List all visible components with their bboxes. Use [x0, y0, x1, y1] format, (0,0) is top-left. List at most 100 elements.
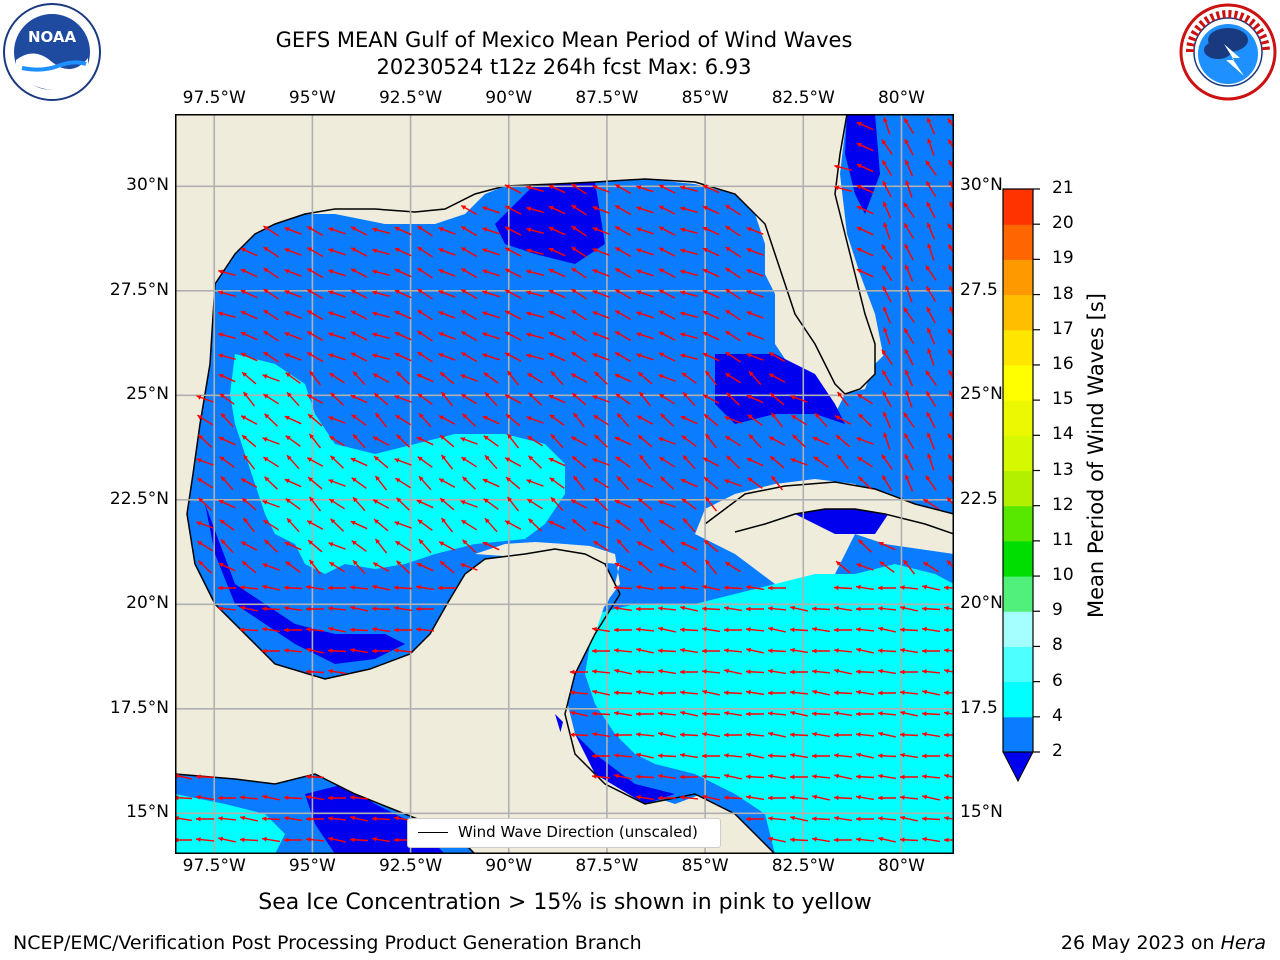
wave-direction-arrowhead	[658, 795, 663, 801]
wave-direction-arrowhead	[285, 498, 291, 504]
colorbar-tick-label: 6	[1052, 670, 1063, 691]
wave-direction-arrowhead	[680, 311, 686, 317]
lat-tick-label-left: 25°N	[126, 384, 169, 405]
colorbar-tick-label: 21	[1052, 178, 1074, 198]
wave-direction-arrowhead	[329, 562, 335, 567]
atlantic-water-region	[840, 114, 954, 509]
wave-direction-arrowhead	[306, 584, 311, 590]
wave-direction-arrowhead	[812, 606, 817, 612]
wave-direction-arrowhead	[372, 606, 377, 612]
wave-direction-arrowhead	[882, 265, 887, 271]
wave-direction-arrowhead	[615, 352, 621, 357]
wave-direction-arrowhead	[724, 795, 729, 801]
wave-direction-arrowhead	[702, 226, 708, 232]
wave-direction-arrowhead	[834, 837, 839, 843]
wave-direction-arrowhead	[680, 541, 686, 547]
wave-direction-arrowhead	[329, 436, 335, 441]
wave-direction-arrowhead	[947, 433, 953, 439]
wave-direction-arrowhead	[240, 289, 246, 295]
wave-direction-arrowhead	[948, 160, 953, 165]
wave-direction-arrowhead	[592, 248, 598, 253]
wave-direction-arrowhead	[309, 559, 314, 565]
wave-direction-arrowhead	[944, 837, 949, 843]
wave-direction-arrowhead	[905, 264, 910, 270]
wave-direction-arrowhead	[614, 499, 620, 505]
wave-direction-arrowhead	[658, 731, 663, 737]
wave-direction-arrowhead	[240, 627, 245, 633]
wave-direction-arrowhead	[704, 477, 709, 482]
wave-direction-arrowhead	[702, 774, 707, 779]
wave-direction-arrowhead	[526, 332, 532, 338]
lon-tick-label-bottom: 97.5°W	[182, 856, 246, 876]
wave-direction-arrowhead	[704, 414, 709, 419]
wave-direction-arrowhead	[948, 265, 953, 270]
wave-direction-arrowhead	[812, 711, 817, 717]
wave-direction-arrowhead	[482, 206, 488, 211]
wave-direction-arrowhead	[592, 395, 598, 400]
colorbar-tick-label: 20	[1052, 213, 1074, 234]
wave-direction-arrowhead	[482, 248, 488, 253]
wave-direction-arrowhead	[395, 541, 401, 546]
wave-direction-arrowhead	[746, 311, 752, 316]
wave-direction-arrowhead	[353, 371, 358, 377]
wave-direction-arrowhead	[856, 689, 861, 695]
wave-direction-arrowhead	[702, 689, 707, 695]
colorbar-tick-label: 8	[1052, 635, 1063, 656]
wave-direction-arrowhead	[284, 815, 289, 821]
wave-direction-arrowhead	[548, 247, 554, 253]
wave-direction-arrowhead	[372, 353, 378, 359]
wave-direction-arrowhead	[306, 774, 311, 780]
wave-direction-arrowhead	[724, 605, 729, 611]
wave-direction-arrowhead	[881, 349, 887, 355]
wave-direction-arrowhead	[724, 479, 730, 484]
wind-wave-direction-arrows	[175, 117, 954, 843]
wave-direction-arrowhead	[284, 290, 290, 295]
wave-direction-arrowhead	[882, 370, 887, 376]
wave-direction-arrowhead	[680, 752, 685, 758]
wave-direction-arrowhead	[615, 393, 621, 399]
wave-direction-arrowhead	[658, 626, 663, 632]
wave-direction-arrowhead	[328, 248, 334, 253]
wave-direction-arrowhead	[221, 413, 226, 419]
wave-direction-arrowhead	[372, 290, 378, 296]
wave-direction-arrowhead	[416, 584, 421, 590]
wave-direction-arrowhead	[836, 561, 841, 566]
wave-direction-arrowhead	[947, 560, 952, 566]
wave-direction-arrowhead	[746, 669, 751, 675]
us-gulf-coast	[175, 114, 735, 344]
wave-direction-arrowhead	[725, 562, 731, 567]
wave-direction-arrowhead	[636, 647, 641, 653]
wave-direction-arrowhead	[746, 711, 751, 717]
wave-direction-arrowhead	[394, 226, 400, 232]
lon-tick-label-top: 95°W	[288, 88, 336, 108]
lon-tick-label-top: 82.5°W	[771, 88, 835, 108]
wave-direction-arrowhead	[879, 561, 885, 567]
colorbar-tick-label: 4	[1052, 705, 1063, 726]
wave-direction-arrowhead	[925, 265, 931, 271]
wave-direction-arrowhead	[218, 606, 223, 611]
wave-direction-arrowhead	[440, 372, 445, 377]
wave-direction-arrowhead	[949, 390, 954, 396]
wave-direction-arrowhead	[680, 415, 686, 421]
wave-direction-arrowhead	[218, 332, 224, 338]
wave-direction-arrowhead	[482, 332, 488, 337]
wave-direction-arrowhead	[944, 732, 949, 738]
wave-direction-arrowhead	[790, 815, 795, 821]
wave-direction-arrowhead	[702, 289, 708, 295]
wave-direction-arrowhead	[922, 753, 927, 759]
wave-direction-arrowhead	[240, 585, 245, 590]
wave-direction-arrowhead	[614, 668, 619, 674]
wave-direction-arrowhead	[791, 415, 797, 420]
wave-direction-arrowhead	[462, 476, 468, 482]
wave-direction-arrowhead	[221, 476, 226, 482]
wave-direction-arrowhead	[328, 542, 334, 547]
wave-direction-arrowhead	[548, 289, 554, 295]
wave-direction-arrowhead	[856, 142, 862, 148]
wave-direction-arrowhead	[571, 205, 577, 210]
wave-direction-arrowhead	[175, 837, 179, 843]
wave-direction-arrowhead	[856, 647, 861, 653]
wave-direction-arrowhead	[394, 310, 400, 316]
wave-direction-arrowhead	[636, 794, 641, 800]
wave-direction-arrowhead	[639, 391, 644, 397]
wave-direction-arrowhead	[683, 392, 688, 398]
